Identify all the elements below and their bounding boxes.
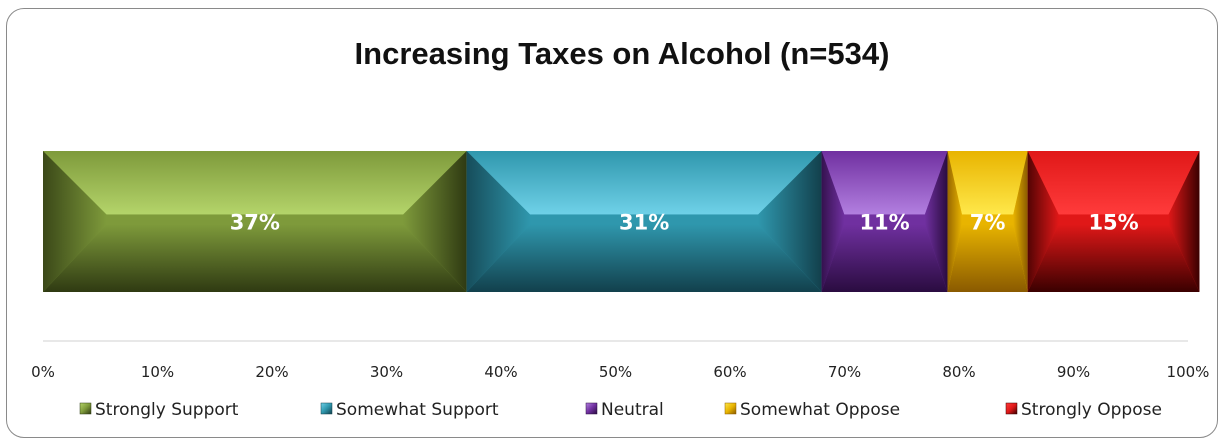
x-tick-label: 20%	[255, 363, 288, 381]
x-tick-label: 0%	[31, 363, 55, 381]
bar-bevel-left	[43, 151, 107, 292]
data-label: 31%	[619, 211, 669, 235]
bar-face	[844, 214, 925, 225]
x-tick-label: 30%	[370, 363, 403, 381]
x-tick-label: 60%	[713, 363, 746, 381]
bar-bevel-top	[821, 151, 948, 215]
legend-swatch	[320, 402, 333, 415]
x-tick-label: 70%	[828, 363, 861, 381]
legend-item: Strongly Oppose	[1005, 400, 1162, 420]
legend-label: Somewhat Support	[336, 400, 499, 420]
legend-swatch	[724, 402, 737, 415]
bar-neutral: 11%	[821, 151, 948, 292]
bar-face	[961, 214, 1014, 225]
bar-strongly-oppose: 15%	[1027, 151, 1200, 292]
bar-bevel-right	[924, 151, 948, 292]
x-tick-label: 80%	[942, 363, 975, 381]
bar-bevel-left	[821, 151, 845, 292]
bar-somewhat-support: 31%	[466, 151, 822, 292]
bar-bevel-bottom	[466, 224, 822, 292]
legend-label: Neutral	[601, 400, 664, 420]
x-tick-label: 10%	[141, 363, 174, 381]
data-label: 37%	[230, 211, 280, 235]
bars-layer: 37% 31% 11% 7% 15%	[43, 151, 1200, 292]
legend-label: Somewhat Oppose	[740, 400, 900, 420]
x-tick-label: 90%	[1057, 363, 1090, 381]
legend-item: Somewhat Support	[320, 400, 499, 420]
bar-bevel-bottom	[821, 224, 948, 292]
legend-item: Strongly Support	[79, 400, 239, 420]
legend-swatch	[79, 402, 92, 415]
bar-bevel-right	[1168, 151, 1200, 292]
x-tick-label: 100%	[1167, 363, 1210, 381]
legend-label: Strongly Oppose	[1021, 400, 1162, 420]
bar-bevel-left	[947, 151, 962, 292]
bar-bevel-left	[1027, 151, 1059, 292]
chart-title: Increasing Taxes on Alcohol (n=534)	[355, 36, 890, 71]
bar-bevel-top	[1027, 151, 1200, 215]
legend: Strongly Support Somewhat Support Neutral S…	[79, 400, 1162, 420]
x-axis-ticks: 0% 10% 20% 30% 40% 50% 60% 70% 80% 90% 100%	[31, 363, 1209, 381]
bar-bevel-right	[1013, 151, 1028, 292]
bar-bevel-top	[466, 151, 822, 215]
data-label: 7%	[970, 211, 1006, 235]
legend-swatch	[585, 402, 598, 415]
bar-bevel-top	[43, 151, 467, 215]
bar-face	[530, 214, 759, 225]
bar-somewhat-oppose: 7%	[947, 151, 1028, 292]
legend-swatch	[1005, 402, 1018, 415]
x-tick-label: 40%	[484, 363, 517, 381]
bar-bevel-right	[403, 151, 467, 292]
legend-item: Somewhat Oppose	[724, 400, 900, 420]
legend-label: Strongly Support	[95, 400, 239, 420]
data-label: 11%	[859, 211, 909, 235]
bar-bevel-bottom	[43, 224, 467, 292]
x-tick-label: 50%	[599, 363, 632, 381]
bar-face	[1058, 214, 1169, 225]
bar-bevel-right	[758, 151, 822, 292]
bar-face	[106, 214, 404, 225]
bar-strongly-support: 37%	[43, 151, 467, 292]
data-label: 15%	[1088, 211, 1138, 235]
bar-bevel-left	[466, 151, 531, 292]
bar-bevel-top	[947, 151, 1028, 215]
bar-bevel-bottom	[1027, 224, 1200, 292]
bar-bevel-bottom	[947, 224, 1028, 292]
legend-item: Neutral	[585, 400, 664, 420]
